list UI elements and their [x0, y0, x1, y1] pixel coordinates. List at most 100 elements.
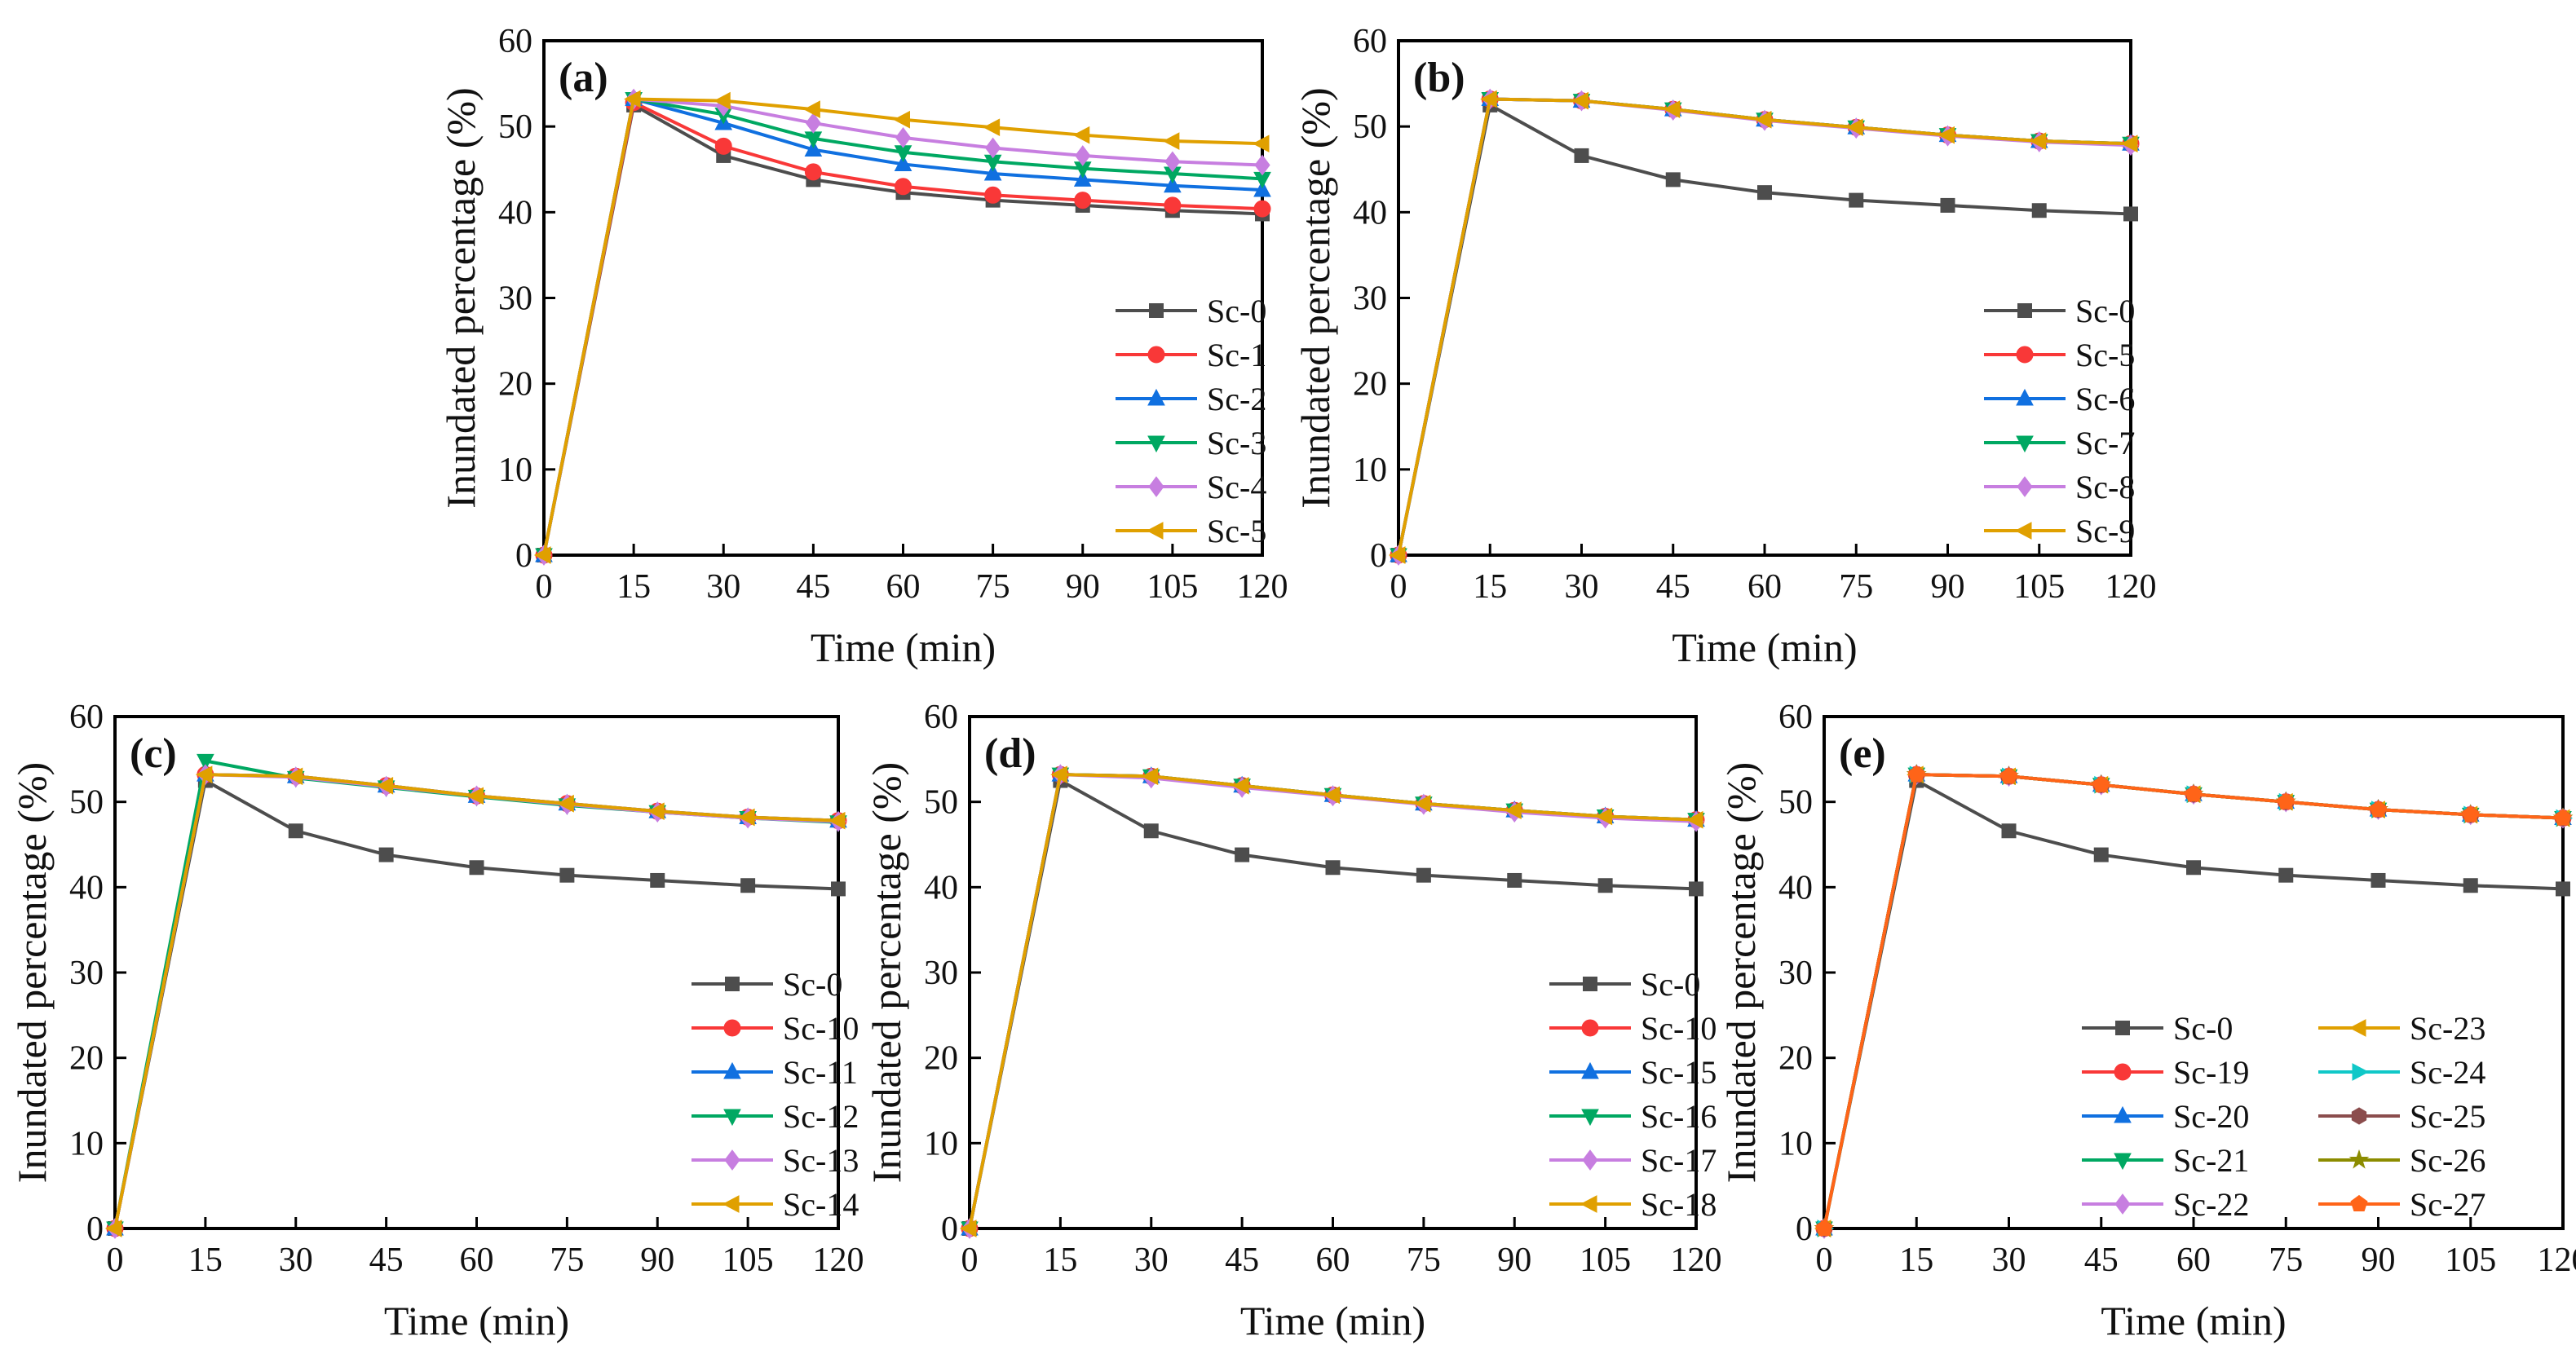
y-tick-label: 40	[1778, 869, 1813, 906]
legend-label: Sc-25	[2410, 1098, 2485, 1135]
legend-item: Sc-1	[1116, 337, 1266, 373]
legend-marker	[1581, 1109, 1599, 1127]
data-point	[1999, 767, 2018, 784]
x-tick-label: 90	[640, 1242, 674, 1279]
data-point	[1232, 776, 1249, 795]
x-tick-label: 0	[1816, 1242, 1833, 1279]
x-tick-label: 90	[2362, 1242, 2396, 1279]
x-tick-label: 45	[1225, 1242, 1259, 1279]
x-tick-label: 0	[107, 1242, 124, 1279]
y-tick-label: 30	[924, 955, 958, 992]
y-tick-label: 10	[1353, 452, 1387, 489]
legend-label: Sc-5	[1207, 513, 1266, 549]
data-point	[1162, 132, 1180, 150]
data-point	[2031, 203, 2047, 218]
legend-label: Sc-2	[1207, 381, 1266, 417]
data-point	[1689, 881, 1703, 897]
legend-marker	[1148, 476, 1164, 497]
y-tick-label: 60	[498, 23, 532, 60]
legend-marker	[1583, 977, 1597, 991]
x-tick-label: 60	[2176, 1242, 2211, 1279]
legend-marker	[723, 1061, 741, 1079]
x-tick-label: 60	[1316, 1242, 1350, 1279]
x-tick-label: 90	[1497, 1242, 1531, 1279]
data-point	[740, 878, 756, 893]
panel-label: (c)	[130, 730, 177, 777]
legend-marker	[2017, 303, 2032, 318]
legend-marker	[722, 1195, 740, 1213]
data-point	[1050, 765, 1067, 784]
legend-label: Sc-0	[1641, 966, 1700, 1003]
data-point	[466, 787, 484, 805]
data-point	[1413, 794, 1431, 813]
series-sc-0	[962, 773, 1703, 1236]
legend-item: Sc-16	[1549, 1098, 1717, 1135]
y-tick-label: 30	[498, 280, 532, 318]
legend-marker	[2014, 522, 2032, 540]
x-tick-label: 75	[1407, 1242, 1441, 1279]
legend-item: Sc-14	[691, 1186, 859, 1223]
y-tick-label: 0	[1796, 1211, 1813, 1248]
x-axis-title: Time (min)	[1672, 624, 1857, 670]
y-axis-title: Inundated percentage (%)	[9, 762, 55, 1183]
y-axis-title: Inundated percentage (%)	[1718, 762, 1764, 1183]
y-tick-label: 50	[498, 108, 532, 146]
legend-marker	[1582, 1149, 1598, 1171]
x-tick-label: 90	[1931, 568, 1965, 606]
legend-label: Sc-10	[1641, 1010, 1717, 1047]
legend-marker	[2016, 435, 2034, 453]
y-tick-label: 30	[1778, 955, 1813, 992]
y-tick-label: 0	[515, 537, 532, 575]
x-tick-label: 60	[886, 568, 921, 606]
legend-marker	[2348, 1019, 2366, 1037]
legend-item: Sc-17	[1549, 1142, 1717, 1179]
legend-item: Sc-24	[2318, 1054, 2485, 1091]
legend-label: Sc-8	[2075, 469, 2135, 505]
data-point	[2277, 792, 2295, 809]
data-point	[804, 139, 823, 157]
data-point	[893, 110, 910, 129]
y-tick-label: 60	[924, 699, 958, 736]
data-point	[985, 137, 1001, 159]
data-point	[1074, 192, 1092, 210]
data-point	[2093, 847, 2109, 862]
data-point	[2371, 872, 2386, 888]
data-point	[1846, 118, 1863, 137]
data-point	[1253, 200, 1271, 218]
data-point	[1849, 192, 1864, 208]
legend-label: Sc-7	[2075, 425, 2135, 461]
x-tick-label: 30	[279, 1242, 313, 1279]
x-tick-label: 30	[1565, 568, 1599, 606]
panel-label: (d)	[984, 730, 1036, 777]
data-point	[285, 767, 303, 786]
x-tick-label: 45	[369, 1242, 404, 1279]
y-tick-label: 30	[69, 955, 104, 992]
legend-item: Sc-26	[2318, 1142, 2485, 1179]
legend-label: Sc-3	[1207, 425, 1266, 461]
panel-a: 0 15 30 45 60 75 90 105 120 0 10 20 30 40 50 60 Time (mi…	[438, 23, 1288, 670]
data-point	[1235, 847, 1250, 862]
legend-marker	[1581, 1019, 1599, 1037]
y-tick-label: 60	[69, 699, 104, 736]
legend-marker	[2114, 1153, 2132, 1171]
data-point	[1815, 1219, 1833, 1236]
y-tick-label: 10	[1778, 1125, 1813, 1162]
x-tick-label: 120	[1671, 1242, 1722, 1279]
legend-marker	[2114, 1063, 2132, 1081]
legend-label: Sc-26	[2410, 1142, 2485, 1179]
legend-marker	[725, 977, 740, 991]
legend-label: Sc-4	[1207, 469, 1266, 505]
legend-item: Sc-2	[1116, 381, 1266, 417]
legend-marker	[1147, 435, 1165, 453]
x-tick-label: 15	[188, 1242, 223, 1279]
legend-label: Sc-21	[2173, 1142, 2249, 1179]
legend-marker	[723, 1019, 741, 1037]
y-tick-label: 20	[924, 1040, 958, 1078]
data-point	[1388, 546, 1406, 564]
data-point	[1571, 91, 1588, 110]
legend-label: Sc-10	[783, 1010, 859, 1047]
legend-item: Sc-5	[1984, 337, 2135, 373]
legend-item: Sc-23	[2318, 1010, 2485, 1047]
x-tick-label: 0	[1390, 568, 1407, 606]
legend-label: Sc-1	[1207, 337, 1266, 373]
